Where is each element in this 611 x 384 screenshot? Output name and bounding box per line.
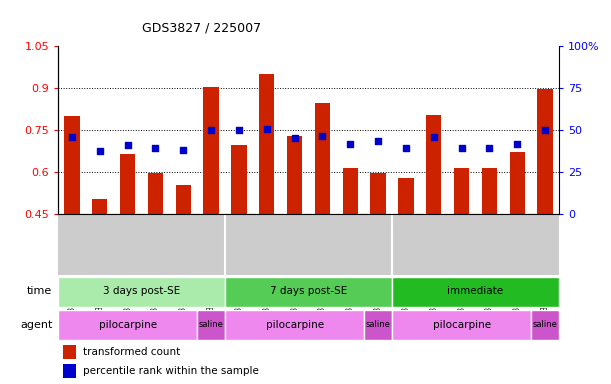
Text: GDS3827 / 225007: GDS3827 / 225007: [142, 22, 261, 35]
Point: [67, 134, 77, 140]
Point: [513, 141, 522, 147]
Bar: [63, 364, 76, 378]
Bar: [58, 276, 225, 307]
Point: [178, 146, 188, 152]
Point: [234, 127, 244, 133]
Point: [95, 148, 104, 154]
Bar: [225, 310, 364, 340]
Bar: [232, 146, 247, 214]
Text: saline: saline: [199, 320, 224, 329]
Bar: [370, 173, 386, 214]
Point: [457, 145, 467, 151]
Text: agent: agent: [20, 319, 53, 329]
Bar: [343, 168, 358, 214]
Bar: [58, 310, 197, 340]
Text: pilocarpine: pilocarpine: [433, 319, 491, 329]
Point: [207, 127, 216, 133]
Point: [401, 145, 411, 151]
Bar: [287, 136, 302, 214]
Bar: [64, 116, 79, 214]
Point: [345, 141, 355, 147]
Point: [540, 127, 550, 133]
Bar: [148, 173, 163, 214]
Bar: [203, 87, 219, 214]
Point: [373, 138, 383, 144]
Bar: [315, 103, 330, 214]
Point: [123, 142, 133, 149]
Bar: [63, 345, 76, 359]
Text: saline: saline: [366, 320, 390, 329]
Text: 3 days post-SE: 3 days post-SE: [103, 286, 180, 296]
Bar: [426, 114, 442, 214]
Bar: [197, 310, 225, 340]
Point: [485, 145, 494, 151]
Point: [150, 145, 160, 151]
Point: [262, 126, 272, 132]
Bar: [120, 154, 135, 214]
Bar: [259, 74, 274, 214]
Bar: [364, 310, 392, 340]
Text: time: time: [27, 286, 53, 296]
Bar: [392, 276, 559, 307]
Bar: [454, 168, 469, 214]
Bar: [531, 310, 559, 340]
Bar: [225, 276, 392, 307]
Point: [318, 132, 327, 139]
Bar: [392, 310, 531, 340]
Bar: [538, 89, 553, 214]
Text: transformed count: transformed count: [83, 347, 180, 357]
Bar: [482, 168, 497, 214]
Bar: [92, 199, 108, 214]
Text: immediate: immediate: [447, 286, 503, 296]
Text: 7 days post-SE: 7 days post-SE: [270, 286, 347, 296]
Text: percentile rank within the sample: percentile rank within the sample: [83, 366, 259, 376]
Text: pilocarpine: pilocarpine: [98, 319, 156, 329]
Point: [429, 134, 439, 140]
Bar: [175, 185, 191, 214]
Text: pilocarpine: pilocarpine: [266, 319, 324, 329]
Bar: [510, 152, 525, 214]
Bar: [398, 177, 414, 214]
Text: saline: saline: [533, 320, 558, 329]
Point: [290, 135, 299, 141]
